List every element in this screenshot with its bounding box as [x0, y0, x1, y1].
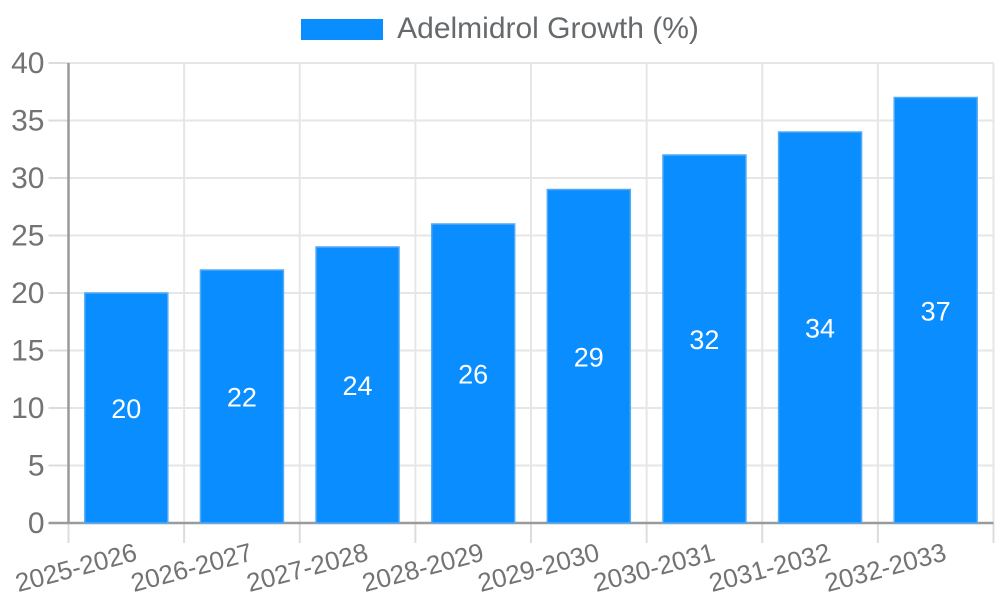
bar-value-label: 20	[111, 394, 141, 424]
x-tick-label: 2029-2030	[474, 537, 602, 598]
y-tick-label: 5	[28, 450, 45, 483]
x-tick-label: 2027-2028	[243, 537, 371, 598]
legend-label: Adelmidrol Growth (%)	[397, 12, 699, 45]
bar-value-label: 34	[805, 314, 835, 344]
x-tick-label: 2028-2029	[359, 537, 487, 598]
y-tick-label: 25	[11, 220, 44, 253]
bar-value-label: 29	[574, 342, 604, 372]
bar	[893, 96, 978, 524]
bar	[199, 269, 285, 524]
y-tick-label: 15	[11, 335, 44, 368]
bar	[84, 292, 169, 524]
bar-value-label: 24	[343, 371, 373, 401]
y-tick-label: 0	[28, 507, 45, 540]
y-tick-label: 35	[11, 105, 44, 138]
bar-value-label: 22	[227, 383, 257, 413]
x-tick-label: 2026-2027	[128, 537, 256, 598]
bar	[662, 154, 747, 524]
bar-value-label: 37	[921, 296, 951, 326]
x-tick-label: 2030-2031	[590, 537, 718, 598]
x-tick-label: 2031-2032	[706, 537, 834, 598]
bar	[777, 131, 863, 524]
bar	[546, 188, 632, 524]
bar-value-label: 32	[689, 325, 719, 355]
x-tick-label: 2032-2033	[821, 537, 949, 598]
y-tick-label: 20	[11, 277, 44, 310]
x-tick-label: 2025-2026	[12, 537, 140, 598]
bar	[315, 246, 400, 524]
y-tick-label: 10	[11, 392, 44, 425]
bar-value-label: 26	[458, 360, 488, 390]
y-tick-label: 40	[11, 47, 44, 80]
legend-swatch-icon	[301, 18, 384, 40]
y-tick-label: 30	[11, 162, 44, 195]
chart-legend[interactable]: Adelmidrol Growth (%)	[0, 14, 1000, 44]
bar	[430, 223, 516, 524]
